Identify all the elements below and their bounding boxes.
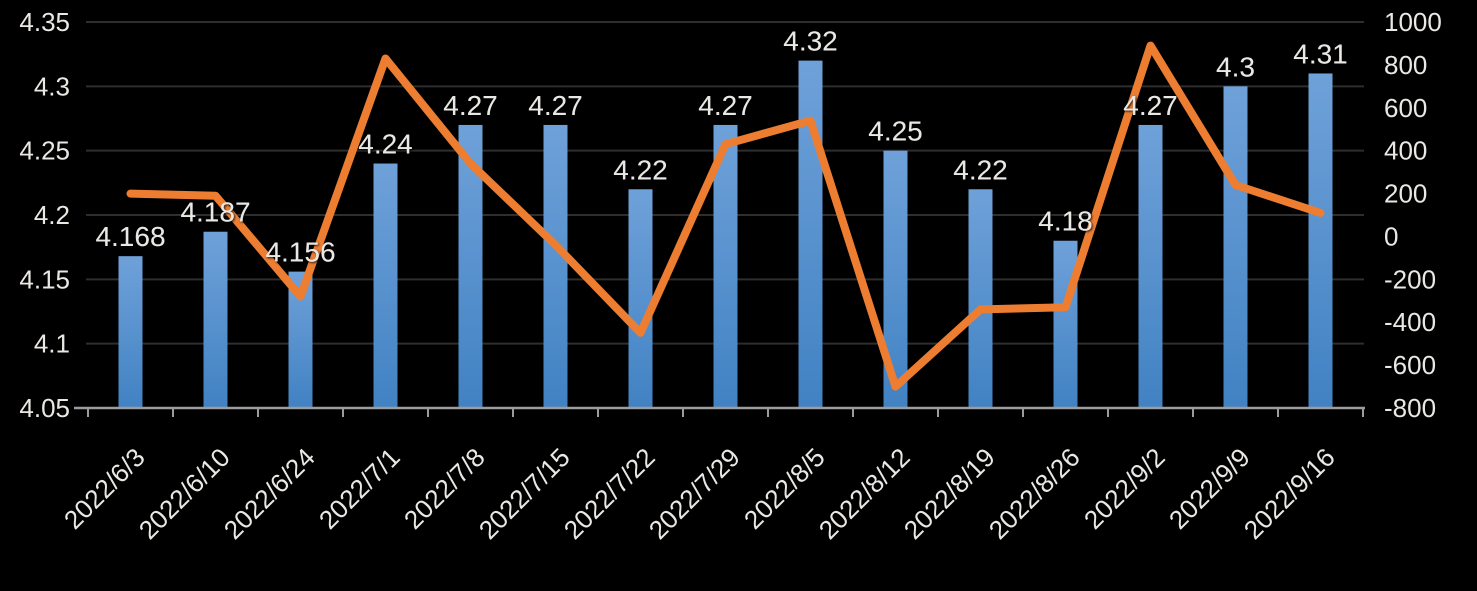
right-axis-tick-label: 1000 xyxy=(1384,7,1442,37)
x-axis xyxy=(74,406,1365,417)
right-axis-tick-label: -200 xyxy=(1384,264,1436,294)
bar-value-label: 4.27 xyxy=(1123,90,1178,121)
bar-value-labels: 4.168 4.187 4.156 4.24 4.27 4.27 4.22 4.27 4.32 4… xyxy=(95,26,1347,268)
bar-value-label: 4.156 xyxy=(265,237,335,268)
bar-value-label: 4.18 xyxy=(1038,206,1093,237)
left-axis-tick-label: 4.3 xyxy=(34,71,70,101)
bar-value-label: 4.187 xyxy=(180,197,250,228)
left-axis-tick-label: 4.2 xyxy=(34,200,70,230)
left-axis-tick-label: 4.15 xyxy=(19,264,70,294)
left-axis-tick-label: 4.25 xyxy=(19,136,70,166)
bar-value-label: 4.24 xyxy=(358,129,413,160)
bar xyxy=(713,124,738,408)
bar-value-label: 4.168 xyxy=(95,221,165,252)
bar xyxy=(373,163,398,408)
line-series xyxy=(126,41,1325,391)
right-axis-tick-label: 0 xyxy=(1384,221,1398,251)
bar xyxy=(1138,124,1163,408)
bar-value-label: 4.27 xyxy=(698,90,753,121)
left-axis-tick-label: 4.05 xyxy=(19,393,70,423)
bar-value-label: 4.22 xyxy=(953,154,1008,185)
bar-value-label: 4.25 xyxy=(868,116,923,147)
left-axis-tick-label: 4.35 xyxy=(19,7,70,37)
bar xyxy=(118,256,143,408)
right-axis: 1000 800 600 400 200 0 -200 -400 -600 -800 xyxy=(1384,7,1442,423)
right-axis-tick-label: -600 xyxy=(1384,350,1436,380)
bar xyxy=(628,189,653,408)
bar xyxy=(1308,73,1333,408)
right-axis-tick-label: 800 xyxy=(1384,50,1427,80)
bar xyxy=(968,189,993,408)
right-axis-tick-label: 400 xyxy=(1384,136,1427,166)
bar-value-label: 4.27 xyxy=(443,90,498,121)
left-axis: 4.35 4.3 4.25 4.2 4.15 4.1 4.05 xyxy=(19,7,70,423)
right-axis-tick-label: -800 xyxy=(1384,393,1436,423)
bar-value-label: 4.27 xyxy=(528,90,583,121)
right-axis-tick-label: -400 xyxy=(1384,307,1436,337)
bar xyxy=(1223,86,1248,408)
bar xyxy=(798,60,823,408)
bar-series xyxy=(118,60,1333,408)
bar xyxy=(543,124,568,408)
bar xyxy=(1053,240,1078,408)
right-axis-tick-label: 200 xyxy=(1384,179,1427,209)
bar-value-label: 4.31 xyxy=(1293,38,1348,69)
left-axis-tick-label: 4.1 xyxy=(34,329,70,359)
bar-value-label: 4.32 xyxy=(783,26,838,57)
bar xyxy=(203,231,228,408)
bar-value-label: 4.22 xyxy=(613,154,668,185)
bar-value-label: 4.3 xyxy=(1216,51,1255,82)
right-axis-tick-label: 600 xyxy=(1384,93,1427,123)
